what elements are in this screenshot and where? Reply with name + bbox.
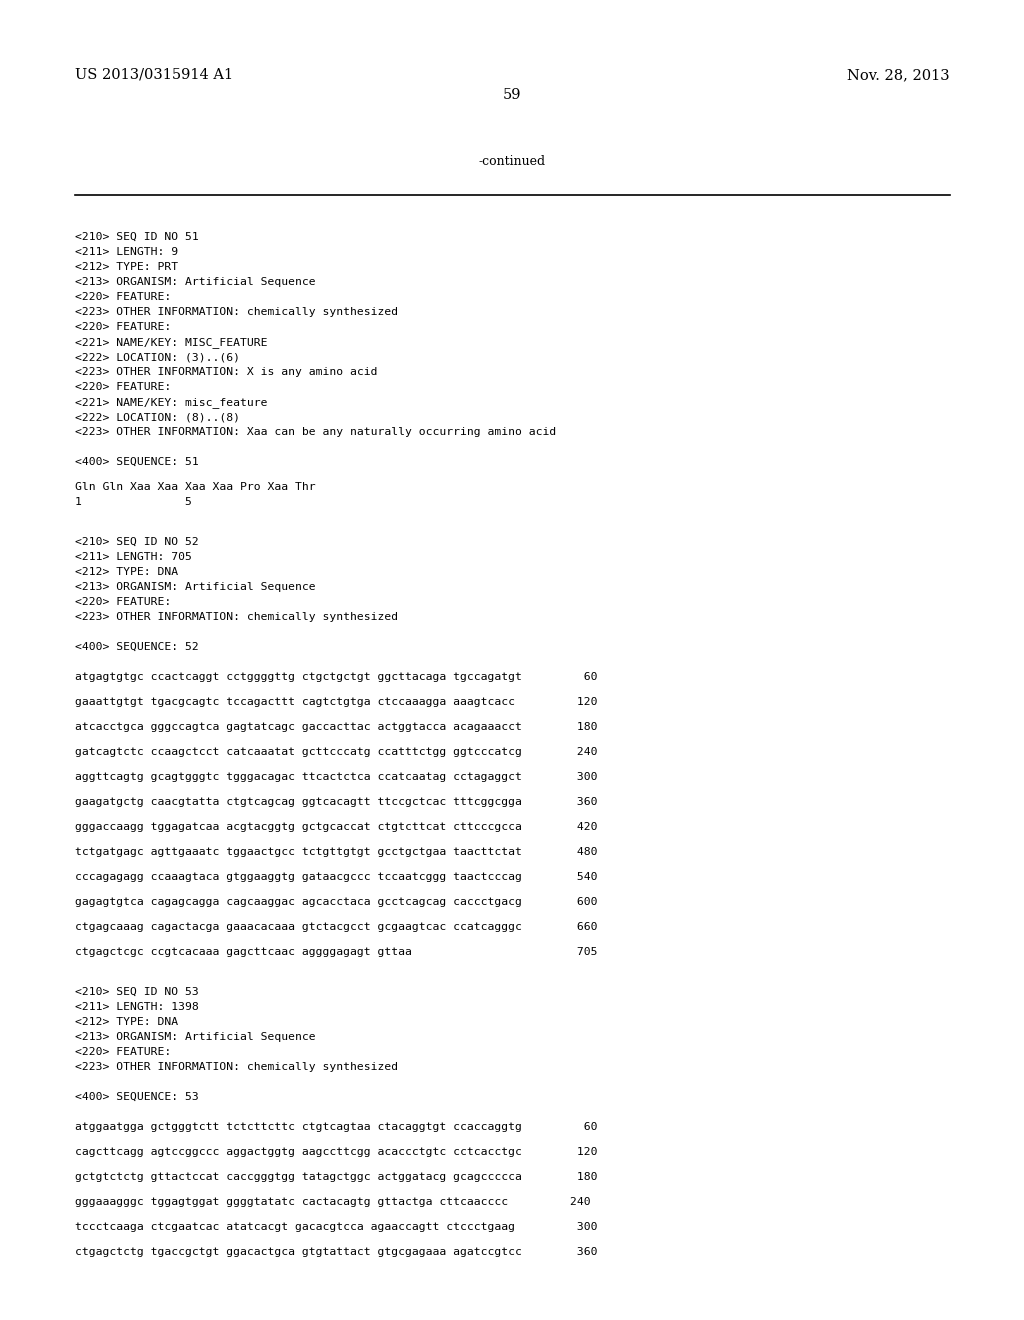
Text: <212> TYPE: DNA: <212> TYPE: DNA [75,568,178,577]
Text: cagcttcagg agtccggccc aggactggtg aagccttcgg acaccctgtc cctcacctgc        120: cagcttcagg agtccggccc aggactggtg aagcctt… [75,1147,597,1158]
Text: <210> SEQ ID NO 53: <210> SEQ ID NO 53 [75,987,199,997]
Text: <400> SEQUENCE: 51: <400> SEQUENCE: 51 [75,457,199,467]
Text: <400> SEQUENCE: 52: <400> SEQUENCE: 52 [75,642,199,652]
Text: atcacctgca gggccagtca gagtatcagc gaccacttac actggtacca acagaaacct        180: atcacctgca gggccagtca gagtatcagc gaccact… [75,722,597,733]
Text: atggaatgga gctgggtctt tctcttcttc ctgtcagtaa ctacaggtgt ccaccaggtg         60: atggaatgga gctgggtctt tctcttcttc ctgtcag… [75,1122,597,1133]
Text: tccctcaaga ctcgaatcac atatcacgt gacacgtcca agaaccagtt ctccctgaag         300: tccctcaaga ctcgaatcac atatcacgt gacacgtc… [75,1222,597,1232]
Text: <211> LENGTH: 1398: <211> LENGTH: 1398 [75,1002,199,1012]
Text: <220> FEATURE:: <220> FEATURE: [75,322,171,333]
Text: <223> OTHER INFORMATION: chemically synthesized: <223> OTHER INFORMATION: chemically synt… [75,308,398,317]
Text: 59: 59 [503,88,521,102]
Text: <400> SEQUENCE: 53: <400> SEQUENCE: 53 [75,1092,199,1102]
Text: <213> ORGANISM: Artificial Sequence: <213> ORGANISM: Artificial Sequence [75,582,315,591]
Text: gatcagtctc ccaagctcct catcaaatat gcttcccatg ccatttctgg ggtcccatcg        240: gatcagtctc ccaagctcct catcaaatat gcttccc… [75,747,597,756]
Text: <210> SEQ ID NO 51: <210> SEQ ID NO 51 [75,232,199,242]
Text: -continued: -continued [478,154,546,168]
Text: gaagatgctg caacgtatta ctgtcagcag ggtcacagtt ttccgctcac tttcggcgga        360: gaagatgctg caacgtatta ctgtcagcag ggtcaca… [75,797,597,807]
Text: ctgagctctg tgaccgctgt ggacactgca gtgtattact gtgcgagaaa agatccgtcc        360: ctgagctctg tgaccgctgt ggacactgca gtgtatt… [75,1247,597,1257]
Text: gggaaagggc tggagtggat ggggtatatc cactacagtg gttactga cttcaacccc         240: gggaaagggc tggagtggat ggggtatatc cactaca… [75,1197,591,1206]
Text: gagagtgtca cagagcagga cagcaaggac agcacctaca gcctcagcag caccctgacg        600: gagagtgtca cagagcagga cagcaaggac agcacct… [75,898,597,907]
Text: ctgagctcgc ccgtcacaaa gagcttcaac aggggagagt gttaa                        705: ctgagctcgc ccgtcacaaa gagcttcaac aggggag… [75,946,597,957]
Text: <223> OTHER INFORMATION: chemically synthesized: <223> OTHER INFORMATION: chemically synt… [75,1063,398,1072]
Text: <220> FEATURE:: <220> FEATURE: [75,1047,171,1057]
Text: <223> OTHER INFORMATION: Xaa can be any naturally occurring amino acid: <223> OTHER INFORMATION: Xaa can be any … [75,426,556,437]
Text: tctgatgagc agttgaaatc tggaactgcc tctgttgtgt gcctgctgaa taacttctat        480: tctgatgagc agttgaaatc tggaactgcc tctgttg… [75,847,597,857]
Text: Gln Gln Xaa Xaa Xaa Xaa Pro Xaa Thr: Gln Gln Xaa Xaa Xaa Xaa Pro Xaa Thr [75,482,315,492]
Text: gggaccaagg tggagatcaa acgtacggtg gctgcaccat ctgtcttcat cttcccgcca        420: gggaccaagg tggagatcaa acgtacggtg gctgcac… [75,822,597,832]
Text: gctgtctctg gttactccat caccgggtgg tatagctggc actggatacg gcagccccca        180: gctgtctctg gttactccat caccgggtgg tatagct… [75,1172,597,1181]
Text: US 2013/0315914 A1: US 2013/0315914 A1 [75,69,233,82]
Text: <223> OTHER INFORMATION: chemically synthesized: <223> OTHER INFORMATION: chemically synt… [75,612,398,622]
Text: <210> SEQ ID NO 52: <210> SEQ ID NO 52 [75,537,199,546]
Text: <211> LENGTH: 705: <211> LENGTH: 705 [75,552,191,562]
Text: <220> FEATURE:: <220> FEATURE: [75,381,171,392]
Text: <220> FEATURE:: <220> FEATURE: [75,597,171,607]
Text: aggttcagtg gcagtgggtc tgggacagac ttcactctca ccatcaatag cctagaggct        300: aggttcagtg gcagtgggtc tgggacagac ttcactc… [75,772,597,781]
Text: 1               5: 1 5 [75,498,191,507]
Text: <222> LOCATION: (3)..(6): <222> LOCATION: (3)..(6) [75,352,240,362]
Text: atgagtgtgc ccactcaggt cctggggttg ctgctgctgt ggcttacaga tgccagatgt         60: atgagtgtgc ccactcaggt cctggggttg ctgctgc… [75,672,597,682]
Text: <211> LENGTH: 9: <211> LENGTH: 9 [75,247,178,257]
Text: <212> TYPE: PRT: <212> TYPE: PRT [75,261,178,272]
Text: gaaattgtgt tgacgcagtc tccagacttt cagtctgtga ctccaaagga aaagtcacc         120: gaaattgtgt tgacgcagtc tccagacttt cagtctg… [75,697,597,708]
Text: <221> NAME/KEY: MISC_FEATURE: <221> NAME/KEY: MISC_FEATURE [75,337,267,348]
Text: <213> ORGANISM: Artificial Sequence: <213> ORGANISM: Artificial Sequence [75,277,315,286]
Text: <222> LOCATION: (8)..(8): <222> LOCATION: (8)..(8) [75,412,240,422]
Text: <221> NAME/KEY: misc_feature: <221> NAME/KEY: misc_feature [75,397,267,408]
Text: cccagagagg ccaaagtaca gtggaaggtg gataacgccc tccaatcggg taactcccag        540: cccagagagg ccaaagtaca gtggaaggtg gataacg… [75,873,597,882]
Text: Nov. 28, 2013: Nov. 28, 2013 [848,69,950,82]
Text: <220> FEATURE:: <220> FEATURE: [75,292,171,302]
Text: <213> ORGANISM: Artificial Sequence: <213> ORGANISM: Artificial Sequence [75,1032,315,1041]
Text: <223> OTHER INFORMATION: X is any amino acid: <223> OTHER INFORMATION: X is any amino … [75,367,378,378]
Text: <212> TYPE: DNA: <212> TYPE: DNA [75,1016,178,1027]
Text: ctgagcaaag cagactacga gaaacacaaa gtctacgcct gcgaagtcac ccatcagggc        660: ctgagcaaag cagactacga gaaacacaaa gtctacg… [75,921,597,932]
